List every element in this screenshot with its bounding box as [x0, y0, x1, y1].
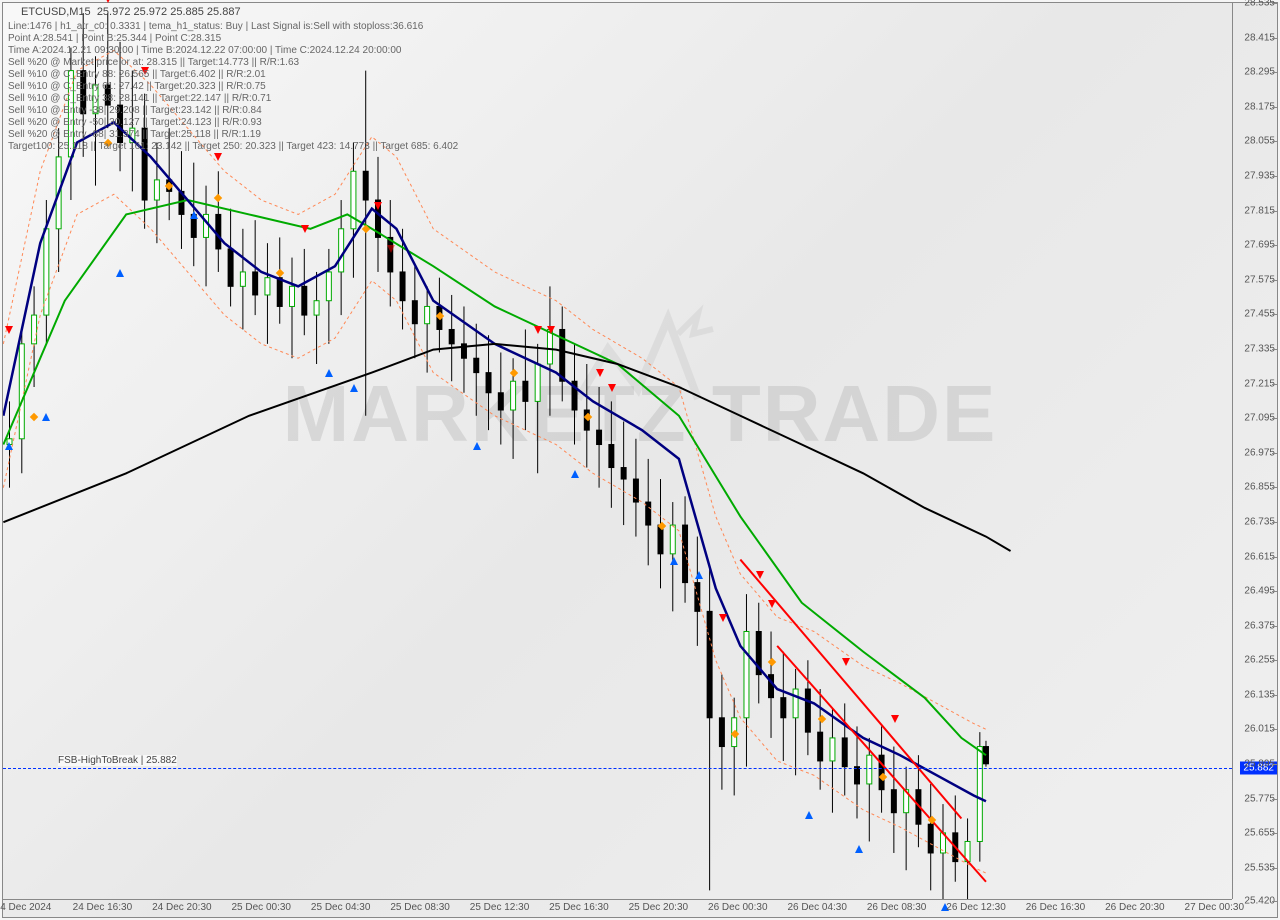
- y-tick-label: 27.575: [1244, 274, 1275, 285]
- x-tick-label: 26 Dec 04:30: [787, 902, 847, 913]
- x-tick-label: 25 Dec 12:30: [470, 902, 530, 913]
- arrow-up-icon: [670, 557, 678, 565]
- y-tick-label: 27.935: [1244, 170, 1275, 181]
- ohlc-values: 25.972 25.972 25.885 25.887: [97, 6, 241, 18]
- y-tick-label: 28.535: [1244, 0, 1275, 9]
- y-tick-label: 26.375: [1244, 620, 1275, 631]
- chart-title: ETCUSD,M15 25.972 25.972 25.885 25.887: [21, 6, 241, 18]
- y-tick-label: 25.895: [1244, 759, 1275, 770]
- x-tick-label: 26 Dec 00:30: [708, 902, 768, 913]
- arrow-down-icon: [387, 245, 395, 253]
- x-tick-label: 26 Dec 20:30: [1105, 902, 1165, 913]
- info-line: Sell %10 @ C_Entry 61: 27.42 || Target:2…: [8, 81, 266, 92]
- y-tick-label: 28.175: [1244, 101, 1275, 112]
- y-tick-label: 28.055: [1244, 136, 1275, 147]
- y-tick-label: 25.535: [1244, 862, 1275, 873]
- x-tick-label: 25 Dec 20:30: [629, 902, 689, 913]
- arrow-down-icon: [214, 153, 222, 161]
- x-axis: 24 Dec 2024 24 Dec 16:30 24 Dec 20:30 25 De…: [3, 899, 1232, 917]
- y-tick-label: 26.975: [1244, 447, 1275, 458]
- arrow-up-icon: [571, 470, 579, 478]
- info-line: Sell %10 @ C_Entry 38: 28.141 || Target:…: [8, 93, 271, 104]
- y-tick-label: 25.775: [1244, 793, 1275, 804]
- x-tick-label: 25 Dec 00:30: [232, 902, 292, 913]
- x-tick-label: 25 Dec 16:30: [549, 902, 609, 913]
- arrow-up-icon: [695, 571, 703, 579]
- arrow-up-icon: [5, 442, 13, 450]
- info-line: Sell %20 @ Market price or at: 28.315 ||…: [8, 57, 299, 68]
- arrow-down-icon: [719, 614, 727, 622]
- y-tick-label: 26.495: [1244, 586, 1275, 597]
- y-axis: 25.882 28.53528.41528.29528.17528.05527.…: [1232, 3, 1277, 899]
- y-tick-label: 27.455: [1244, 309, 1275, 320]
- symbol-timeframe: ETCUSD,M15: [21, 6, 91, 18]
- arrow-up-icon: [116, 269, 124, 277]
- arrow-down-icon: [534, 326, 542, 334]
- y-tick-label: 26.255: [1244, 655, 1275, 666]
- y-tick-label: 28.295: [1244, 67, 1275, 78]
- y-tick-label: 27.815: [1244, 205, 1275, 216]
- arrow-up-icon: [325, 369, 333, 377]
- y-tick-label: 26.735: [1244, 516, 1275, 527]
- arrow-down-icon: [596, 369, 604, 377]
- info-line: Sell %20 @ Entry -88| 31.374 || Target:2…: [8, 129, 261, 140]
- x-tick-label: 26 Dec 08:30: [867, 902, 927, 913]
- arrow-up-icon: [350, 384, 358, 392]
- x-tick-label: 27 Dec 00:30: [1185, 902, 1245, 913]
- arrow-up-icon: [855, 845, 863, 853]
- arrow-down-icon: [891, 715, 899, 723]
- x-tick-label: 26 Dec 16:30: [1026, 902, 1086, 913]
- y-tick-label: 26.135: [1244, 689, 1275, 700]
- x-tick-label: 26 Dec 12:30: [946, 902, 1006, 913]
- arrow-down-icon: [756, 571, 764, 579]
- y-tick-label: 26.855: [1244, 482, 1275, 493]
- y-tick-label: 27.095: [1244, 413, 1275, 424]
- info-line: Point A:28.541 | Point B:25.344 | Point …: [8, 33, 221, 44]
- arrow-down-icon: [5, 326, 13, 334]
- arrow-up-icon: [805, 811, 813, 819]
- arrow-down-icon: [104, 0, 112, 3]
- y-tick-label: 25.655: [1244, 828, 1275, 839]
- info-line: Sell %20 @ Entry -50| 30.127 || Target:2…: [8, 117, 262, 128]
- info-line: Target100: 25.118 || Target 161: 23.142 …: [8, 141, 458, 152]
- y-tick-label: 27.695: [1244, 240, 1275, 251]
- arrow-up-icon: [42, 413, 50, 421]
- arrow-down-icon: [608, 384, 616, 392]
- y-tick-label: 27.335: [1244, 343, 1275, 354]
- y-tick-label: 26.615: [1244, 551, 1275, 562]
- x-tick-label: 24 Dec 16:30: [73, 902, 133, 913]
- info-line: Sell %10 @ C_Entry 88: 26.565 || Target:…: [8, 69, 266, 80]
- chart-container: MARKETZ TRADE ETCUSD,M15 25.972 25.972 2…: [2, 2, 1278, 918]
- x-tick-label: 24 Dec 2024: [0, 902, 51, 913]
- arrow-down-icon: [301, 225, 309, 233]
- x-tick-label: 25 Dec 04:30: [311, 902, 371, 913]
- arrow-down-icon: [842, 658, 850, 666]
- info-line: Sell %10 @ Entry -38| 29.208 || Target:2…: [8, 105, 262, 116]
- arrow-down-icon: [547, 326, 555, 334]
- y-tick-label: 26.015: [1244, 724, 1275, 735]
- arrow-down-icon: [768, 600, 776, 608]
- info-line: Line:1476 | h1_atr_c0: 0.3331 | tema_h1_…: [8, 21, 423, 32]
- arrow-down-icon: [374, 202, 382, 210]
- x-tick-label: 24 Dec 20:30: [152, 902, 212, 913]
- info-line: Time A:2024.12.21 09:30:00 | Time B:2024…: [8, 45, 401, 56]
- y-tick-label: 27.215: [1244, 378, 1275, 389]
- y-tick-label: 25.420: [1244, 896, 1275, 907]
- y-tick-label: 28.415: [1244, 32, 1275, 43]
- fsb-label: FSB-HighToBreak | 25.882: [58, 755, 177, 766]
- arrow-up-icon: [473, 442, 481, 450]
- price-line: [3, 768, 1232, 769]
- x-tick-label: 25 Dec 08:30: [390, 902, 450, 913]
- arrow-up-icon: [190, 211, 198, 219]
